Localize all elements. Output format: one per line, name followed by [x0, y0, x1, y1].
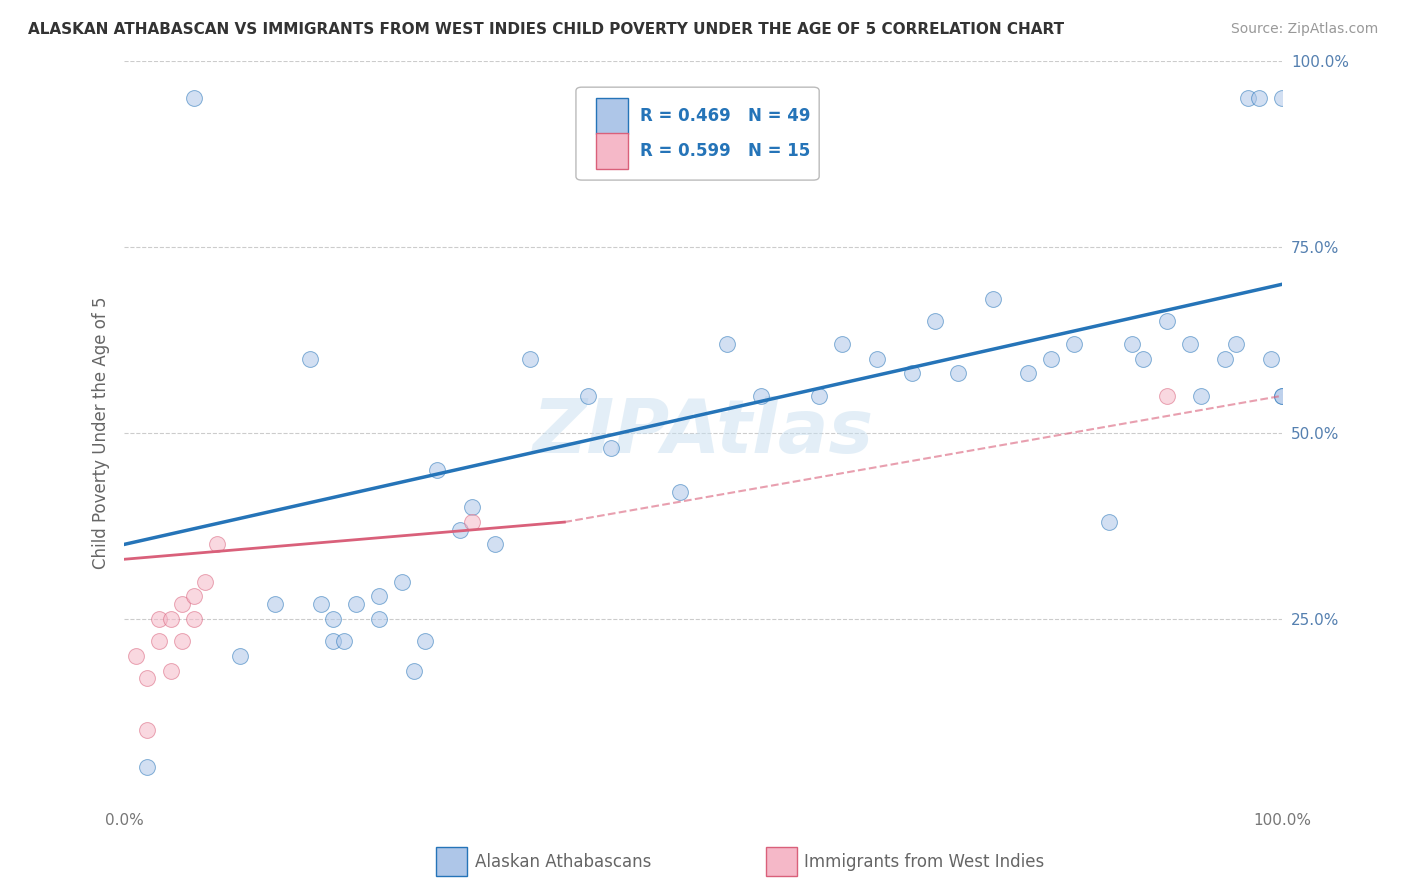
Point: [460, 515, 482, 529]
Point: [183, 91, 205, 105]
Point: [402, 664, 425, 678]
Point: [716, 336, 738, 351]
Point: [924, 314, 946, 328]
Point: [808, 389, 831, 403]
Point: [1271, 389, 1294, 403]
Point: [391, 574, 413, 589]
Point: [322, 612, 344, 626]
Point: [1063, 336, 1085, 351]
Point: [1189, 389, 1212, 403]
Point: [333, 634, 356, 648]
Point: [148, 612, 170, 626]
Point: [194, 574, 217, 589]
Point: [831, 336, 853, 351]
Point: [1121, 336, 1143, 351]
Point: [344, 597, 367, 611]
Point: [576, 389, 599, 403]
Point: [981, 292, 1004, 306]
Point: [172, 634, 194, 648]
Point: [136, 723, 159, 738]
Point: [183, 590, 205, 604]
Point: [159, 664, 181, 678]
Point: [205, 537, 228, 551]
Point: [159, 612, 181, 626]
FancyBboxPatch shape: [596, 133, 628, 169]
Point: [1178, 336, 1201, 351]
Point: [426, 463, 449, 477]
Point: [368, 590, 391, 604]
Text: R = 0.599   N = 15: R = 0.599 N = 15: [640, 142, 810, 160]
Point: [519, 351, 541, 366]
FancyBboxPatch shape: [576, 87, 820, 180]
Point: [901, 367, 924, 381]
Point: [866, 351, 889, 366]
Point: [183, 612, 205, 626]
Point: [599, 441, 621, 455]
Point: [1249, 91, 1271, 105]
Point: [415, 634, 437, 648]
Point: [298, 351, 321, 366]
Y-axis label: Child Poverty Under the Age of 5: Child Poverty Under the Age of 5: [93, 297, 110, 569]
Point: [1271, 389, 1294, 403]
Point: [946, 367, 969, 381]
Text: ZIPAtlas: ZIPAtlas: [533, 396, 875, 469]
Text: Alaskan Athabascans: Alaskan Athabascans: [475, 853, 651, 871]
Point: [322, 634, 344, 648]
Point: [484, 537, 506, 551]
Point: [172, 597, 194, 611]
Point: [749, 389, 772, 403]
Point: [1098, 515, 1121, 529]
Point: [1236, 91, 1258, 105]
Point: [1213, 351, 1236, 366]
Point: [1156, 389, 1178, 403]
Point: [136, 760, 159, 774]
FancyBboxPatch shape: [596, 98, 628, 134]
Point: [1260, 351, 1282, 366]
Text: R = 0.469   N = 49: R = 0.469 N = 49: [640, 107, 810, 125]
Point: [263, 597, 285, 611]
Point: [136, 671, 159, 685]
Point: [1225, 336, 1247, 351]
Point: [1271, 91, 1294, 105]
Point: [1039, 351, 1062, 366]
Point: [669, 485, 692, 500]
Point: [1017, 367, 1039, 381]
Point: [1132, 351, 1154, 366]
Point: [148, 634, 170, 648]
Point: [460, 500, 482, 515]
Point: [1156, 314, 1178, 328]
Text: Source: ZipAtlas.com: Source: ZipAtlas.com: [1230, 22, 1378, 37]
Point: [368, 612, 391, 626]
Text: ALASKAN ATHABASCAN VS IMMIGRANTS FROM WEST INDIES CHILD POVERTY UNDER THE AGE OF: ALASKAN ATHABASCAN VS IMMIGRANTS FROM WE…: [28, 22, 1064, 37]
Point: [449, 523, 471, 537]
Point: [309, 597, 332, 611]
Text: Immigrants from West Indies: Immigrants from West Indies: [804, 853, 1045, 871]
Point: [125, 648, 148, 663]
Point: [229, 648, 252, 663]
